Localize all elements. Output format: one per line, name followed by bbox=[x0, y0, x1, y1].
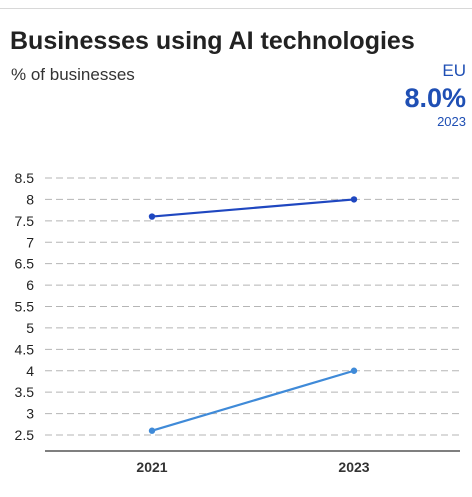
y-tick-label: 8 bbox=[26, 191, 34, 207]
x-tick-label: 2023 bbox=[338, 459, 369, 475]
y-tick-label: 6.5 bbox=[15, 256, 35, 272]
y-tick-label: 5 bbox=[26, 320, 34, 336]
y-tick-label: 8.5 bbox=[15, 170, 35, 186]
y-tick-label: 7.5 bbox=[15, 213, 35, 229]
series-line bbox=[151, 198, 355, 218]
chart-subtitle: % of businesses bbox=[11, 65, 135, 84]
y-tick-label: 5.5 bbox=[15, 299, 35, 315]
data-point bbox=[148, 427, 156, 434]
kpi-region: EU bbox=[442, 61, 466, 80]
kpi-box: EU 8.0% 2023 bbox=[404, 61, 466, 129]
y-tick-label: 4.5 bbox=[15, 341, 35, 357]
data-point bbox=[350, 367, 358, 374]
kpi-value: 8.0% bbox=[404, 83, 466, 113]
x-tick-label: 2021 bbox=[136, 459, 167, 475]
chart-title: Businesses using AI technologies bbox=[10, 27, 415, 55]
top-rule bbox=[0, 0, 472, 9]
data-point bbox=[148, 213, 156, 220]
y-tick-label: 6 bbox=[26, 277, 34, 293]
kpi-year: 2023 bbox=[437, 114, 466, 129]
series-line bbox=[151, 369, 355, 432]
y-tick-label: 4 bbox=[26, 363, 34, 379]
y-tick-label: 2.5 bbox=[15, 427, 35, 443]
data-point bbox=[350, 196, 358, 203]
y-tick-label: 3 bbox=[26, 406, 34, 422]
y-tick-label: 7 bbox=[26, 234, 34, 250]
y-tick-label: 3.5 bbox=[15, 384, 35, 400]
